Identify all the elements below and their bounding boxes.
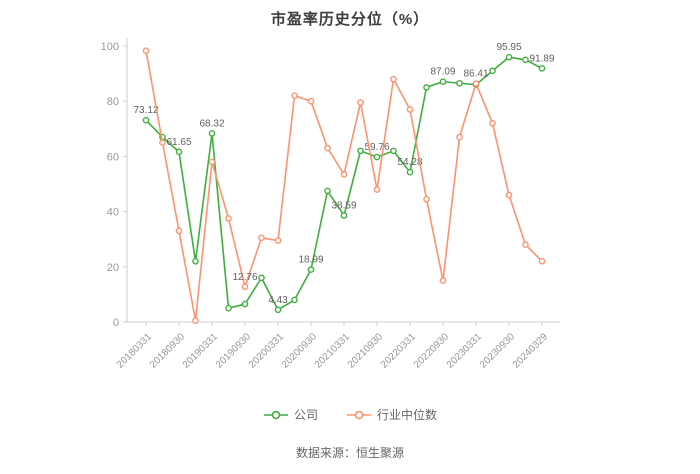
data-point[interactable]: [373, 153, 381, 161]
data-point[interactable]: [406, 106, 414, 113]
data-point[interactable]: [324, 187, 331, 195]
data-point[interactable]: [340, 212, 348, 219]
legend-label-industry-median: 行业中位数: [377, 408, 438, 422]
data-point[interactable]: [357, 147, 364, 155]
data-point[interactable]: [307, 266, 315, 273]
data-point[interactable]: [406, 168, 414, 176]
data-point[interactable]: [307, 97, 315, 105]
data-point[interactable]: [258, 274, 265, 282]
data-point[interactable]: [208, 158, 216, 166]
data-label: 4.43: [268, 295, 288, 306]
data-point[interactable]: [423, 195, 430, 203]
data-label: 61.65: [166, 137, 191, 148]
data-source: 数据来源：恒生聚源: [295, 446, 404, 460]
data-point[interactable]: [472, 80, 480, 87]
data-point[interactable]: [291, 92, 298, 99]
data-point[interactable]: [456, 79, 463, 87]
data-point[interactable]: [522, 241, 529, 249]
legend-item-company[interactable]: 公司: [263, 406, 318, 423]
data-point[interactable]: [390, 75, 397, 83]
data-point[interactable]: [258, 234, 265, 242]
data-point[interactable]: [423, 84, 430, 91]
data-label: 59.76: [364, 142, 389, 153]
data-point[interactable]: [192, 317, 199, 324]
data-point[interactable]: [192, 257, 199, 265]
data-point[interactable]: [489, 119, 496, 127]
data-point[interactable]: [357, 99, 364, 106]
x-tick-label: 20240329: [511, 331, 551, 371]
y-tick-label: 20: [107, 262, 119, 274]
data-point[interactable]: [390, 147, 397, 155]
y-tick-label: 0: [113, 317, 119, 329]
y-tick-label: 60: [107, 151, 119, 163]
company-line-marker-icon: [263, 410, 288, 419]
chart-legend: 公司 行业中位数: [0, 406, 700, 423]
y-tick-label: 100: [101, 41, 119, 53]
series-line-0: [145, 56, 543, 311]
data-point[interactable]: [522, 56, 529, 64]
data-point[interactable]: [142, 47, 150, 54]
data-point[interactable]: [324, 144, 331, 152]
chart-title: 市盈率历史分位（%）: [270, 11, 430, 28]
industry-median-line-marker-icon: [347, 410, 371, 419]
data-label: 54.28: [397, 157, 422, 168]
data-label: 38.59: [331, 200, 356, 211]
data-point[interactable]: [340, 171, 348, 178]
data-point[interactable]: [142, 116, 150, 124]
data-point[interactable]: [456, 133, 463, 141]
data-point[interactable]: [208, 130, 216, 137]
data-point[interactable]: [241, 300, 249, 308]
data-point[interactable]: [225, 304, 232, 312]
data-point[interactable]: [291, 296, 298, 304]
data-label: 68.32: [199, 118, 224, 129]
y-tick-label: 40: [107, 207, 119, 219]
data-point[interactable]: [274, 237, 282, 244]
data-label: 18.99: [298, 255, 323, 266]
data-point[interactable]: [439, 78, 447, 85]
data-label: 12.76: [232, 272, 257, 283]
data-label: 86.41: [463, 69, 488, 80]
data-point[interactable]: [373, 186, 381, 193]
data-point[interactable]: [489, 67, 496, 75]
data-point[interactable]: [175, 227, 183, 235]
data-point[interactable]: [538, 65, 546, 72]
data-point[interactable]: [538, 257, 546, 265]
data-point[interactable]: [225, 215, 232, 222]
data-point[interactable]: [505, 191, 513, 199]
data-point[interactable]: [241, 283, 249, 291]
data-point[interactable]: [175, 148, 183, 156]
y-tick-label: 80: [107, 96, 119, 108]
legend-item-industry-median[interactable]: 行业中位数: [346, 406, 437, 423]
data-label: 87.09: [430, 67, 455, 78]
data-label: 91.89: [529, 53, 554, 64]
data-label: 95.95: [496, 42, 521, 53]
data-point[interactable]: [274, 306, 282, 314]
data-label: 73.12: [133, 105, 158, 116]
data-point[interactable]: [505, 53, 513, 61]
data-point[interactable]: [159, 139, 166, 146]
legend-label-company: 公司: [293, 408, 318, 422]
data-point[interactable]: [439, 277, 447, 284]
